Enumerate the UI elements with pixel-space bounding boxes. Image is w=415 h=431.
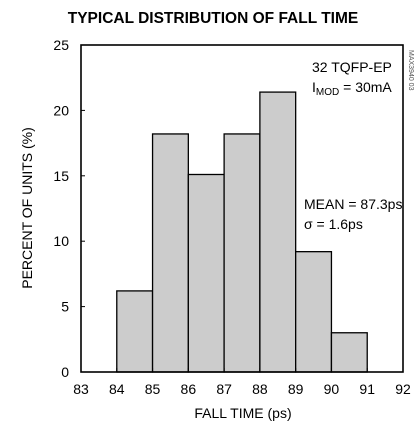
y-tick-label: 10 bbox=[53, 233, 69, 249]
x-tick-label: 84 bbox=[109, 381, 125, 397]
bar-89-90 bbox=[295, 251, 333, 373]
imod-value: = 30mA bbox=[339, 79, 392, 95]
y-tick-label: 0 bbox=[61, 364, 69, 380]
watermark-code: MAX3940 03 bbox=[407, 50, 414, 91]
x-tick-label: 86 bbox=[181, 381, 197, 397]
x-tick-label: 89 bbox=[288, 381, 304, 397]
x-tick-label: 90 bbox=[324, 381, 340, 397]
x-tick-label: 85 bbox=[145, 381, 161, 397]
plot-frame bbox=[80, 44, 404, 373]
y-tick-label: 25 bbox=[53, 37, 69, 53]
x-tick-label: 83 bbox=[73, 381, 89, 397]
x-tick-label: 92 bbox=[395, 381, 411, 397]
x-tick-label: 87 bbox=[216, 381, 232, 397]
x-tick-label: 88 bbox=[252, 381, 268, 397]
bars-group bbox=[116, 91, 368, 373]
bar-88-89 bbox=[259, 91, 297, 373]
y-tick-label: 20 bbox=[53, 102, 69, 118]
sigma-symbol: σ bbox=[304, 216, 313, 232]
imod-annotation: IMOD = 30mA bbox=[312, 79, 392, 98]
bar-87-88 bbox=[223, 133, 261, 373]
y-axis-label: PERCENT OF UNITS (%) bbox=[19, 127, 35, 289]
y-tick-label: 5 bbox=[61, 299, 69, 315]
x-tick-label: 91 bbox=[359, 381, 375, 397]
sigma-value: = 1.6ps bbox=[313, 216, 363, 232]
bar-85-86 bbox=[151, 133, 189, 373]
imod-symbol: I bbox=[312, 79, 316, 95]
bar-86-87 bbox=[187, 173, 225, 373]
y-tick-label: 15 bbox=[53, 168, 69, 184]
x-axis-ticks: 83 84 85 86 87 88 89 90 91 92 bbox=[73, 368, 411, 397]
mean-annotation: MEAN = 87.3ps bbox=[304, 196, 402, 212]
chart-title: TYPICAL DISTRIBUTION OF FALL TIME bbox=[68, 10, 358, 27]
bar-84-85 bbox=[116, 290, 154, 373]
imod-subscript: MOD bbox=[316, 87, 339, 98]
x-axis-label: FALL TIME (ps) bbox=[194, 405, 291, 421]
bar-90-91 bbox=[330, 332, 368, 373]
y-axis-ticks: 0 5 10 15 20 25 bbox=[53, 37, 85, 380]
sigma-annotation: σ = 1.6ps bbox=[304, 216, 363, 232]
package-annotation: 32 TQFP-EP bbox=[312, 59, 392, 75]
